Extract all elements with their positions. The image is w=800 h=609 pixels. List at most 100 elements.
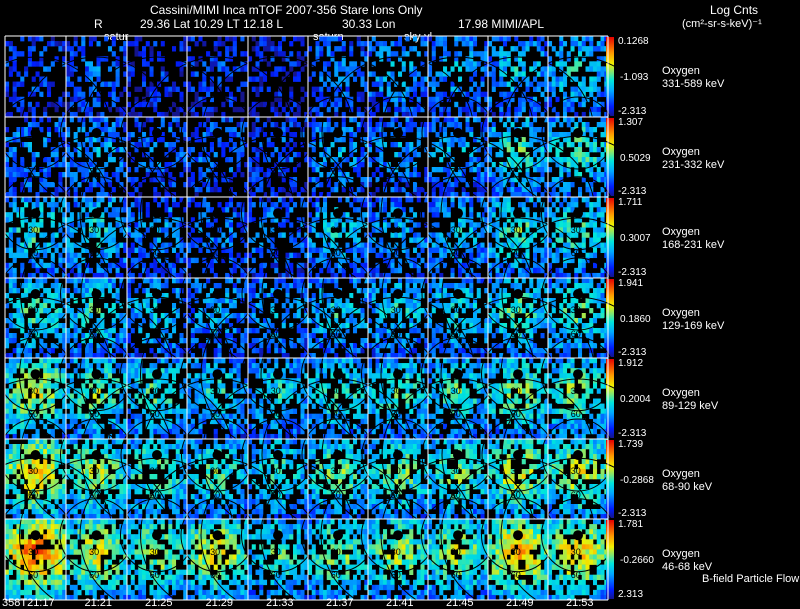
pixel [570, 76, 575, 82]
pixel [69, 293, 74, 299]
pixel [183, 111, 188, 118]
pixel [450, 157, 455, 163]
pixel [499, 46, 504, 52]
pixel [386, 343, 391, 349]
pixel [187, 298, 192, 304]
pixel [345, 71, 350, 77]
pixel [62, 132, 67, 138]
pixel [73, 162, 78, 168]
pixel [206, 91, 211, 98]
pixel [566, 122, 571, 128]
pixel [491, 197, 496, 203]
pixel [85, 76, 90, 82]
pixel [221, 242, 226, 248]
pixel [315, 182, 320, 188]
pixel [244, 257, 249, 264]
pixel [338, 61, 343, 67]
pixel [8, 217, 13, 223]
pixel [379, 343, 384, 349]
pixel [401, 157, 406, 163]
pixel [225, 272, 230, 279]
pixel [341, 111, 346, 118]
pixel [364, 298, 369, 304]
pixel [566, 227, 571, 233]
pixel [66, 207, 71, 213]
pixel [153, 262, 158, 269]
pixel [371, 222, 376, 228]
pixel [386, 278, 391, 284]
pixel [20, 348, 25, 354]
pixel [20, 217, 25, 223]
pixel [334, 333, 339, 339]
pixel [353, 272, 358, 279]
pixel [368, 132, 373, 138]
pixel [73, 86, 78, 92]
pixel [353, 132, 358, 138]
pixel [424, 51, 429, 57]
pixel [596, 86, 601, 92]
pixel [503, 272, 508, 279]
pixel [525, 142, 530, 148]
pixel [35, 267, 40, 274]
pixel [153, 237, 158, 243]
pixel [338, 232, 343, 238]
pixel [134, 167, 139, 173]
pixel [88, 308, 93, 314]
pixel [66, 46, 71, 52]
pixel [130, 217, 135, 223]
pixel [270, 333, 275, 339]
pixel [228, 56, 234, 62]
pixel [540, 192, 545, 198]
pixel [160, 333, 165, 339]
pixel [506, 242, 511, 248]
pixel [465, 182, 470, 188]
pixel [12, 96, 17, 103]
pixel [439, 197, 444, 203]
pixel [236, 293, 241, 299]
pixel [160, 348, 165, 354]
pixel [213, 338, 218, 344]
pixel [111, 91, 116, 98]
pixel [465, 61, 470, 67]
pixel [73, 313, 78, 319]
pixel [127, 318, 132, 324]
pixel [35, 222, 40, 228]
pixel [206, 207, 211, 213]
pixel [240, 348, 245, 354]
pixel [81, 197, 86, 203]
pixel [521, 142, 526, 148]
pixel [183, 252, 188, 259]
pixel [371, 36, 376, 42]
pixel [62, 348, 67, 354]
pixel [364, 212, 369, 218]
pixel [315, 167, 320, 173]
pixel [225, 36, 230, 42]
pixel [240, 267, 245, 274]
pixel [416, 96, 421, 103]
pixel [499, 61, 504, 67]
pixel [338, 257, 343, 264]
pixel [323, 252, 328, 259]
pixel [338, 36, 343, 42]
pixel [521, 157, 526, 163]
pixel [149, 132, 154, 138]
pixel [85, 348, 90, 354]
pixel [12, 187, 17, 193]
pixel [160, 272, 165, 279]
pixel [525, 247, 530, 253]
pixel [413, 66, 418, 72]
pixel [240, 333, 245, 339]
pixel [104, 147, 109, 153]
pixel [202, 147, 207, 153]
pixel [454, 182, 459, 188]
pixel [476, 157, 481, 163]
pixel [58, 182, 63, 188]
pixel [386, 212, 391, 218]
pixel [263, 41, 268, 47]
pixel [274, 46, 279, 52]
pixel [551, 182, 556, 188]
pixel [334, 298, 339, 304]
pixel [525, 257, 530, 264]
pixel [566, 247, 571, 253]
pixel [383, 328, 388, 334]
